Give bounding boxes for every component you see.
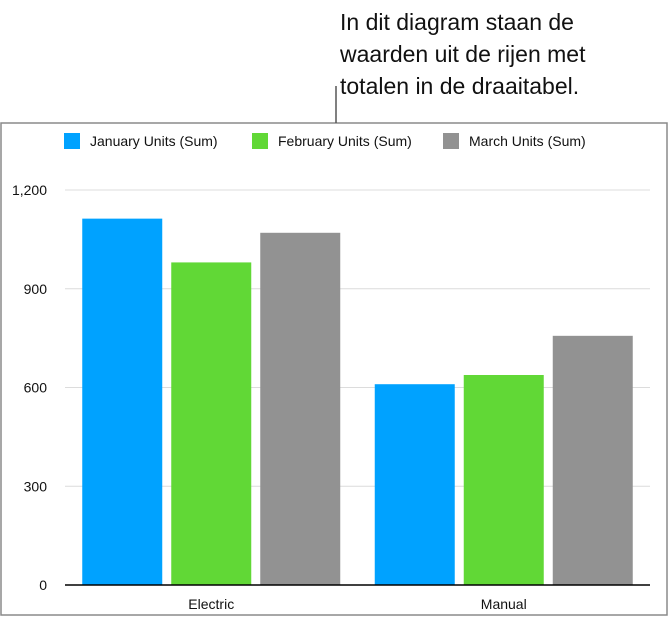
x-tick-label: Electric xyxy=(188,596,234,612)
legend-label: February Units (Sum) xyxy=(278,133,412,149)
bar-manual-1 xyxy=(374,384,455,585)
bar-electric-1 xyxy=(82,218,163,585)
legend-label: January Units (Sum) xyxy=(90,133,218,149)
legend-label: March Units (Sum) xyxy=(469,133,586,149)
chart-frame xyxy=(0,122,668,616)
y-tick-label: 900 xyxy=(24,281,48,297)
bar-electric-3 xyxy=(260,232,341,585)
legend-swatch xyxy=(252,133,268,149)
y-tick-label: 1,200 xyxy=(12,182,47,198)
bar-manual-2 xyxy=(463,374,544,585)
callout-annotation: In dit diagram staan de waarden uit de r… xyxy=(340,9,586,99)
y-tick-label: 600 xyxy=(24,380,48,396)
y-tick-label: 300 xyxy=(24,478,48,494)
bar-electric-2 xyxy=(171,262,252,585)
bar-manual-3 xyxy=(552,335,633,585)
x-tick-label: Manual xyxy=(481,596,527,612)
legend-swatch xyxy=(443,133,459,149)
y-tick-label: 0 xyxy=(39,577,47,593)
legend-swatch xyxy=(64,133,80,149)
